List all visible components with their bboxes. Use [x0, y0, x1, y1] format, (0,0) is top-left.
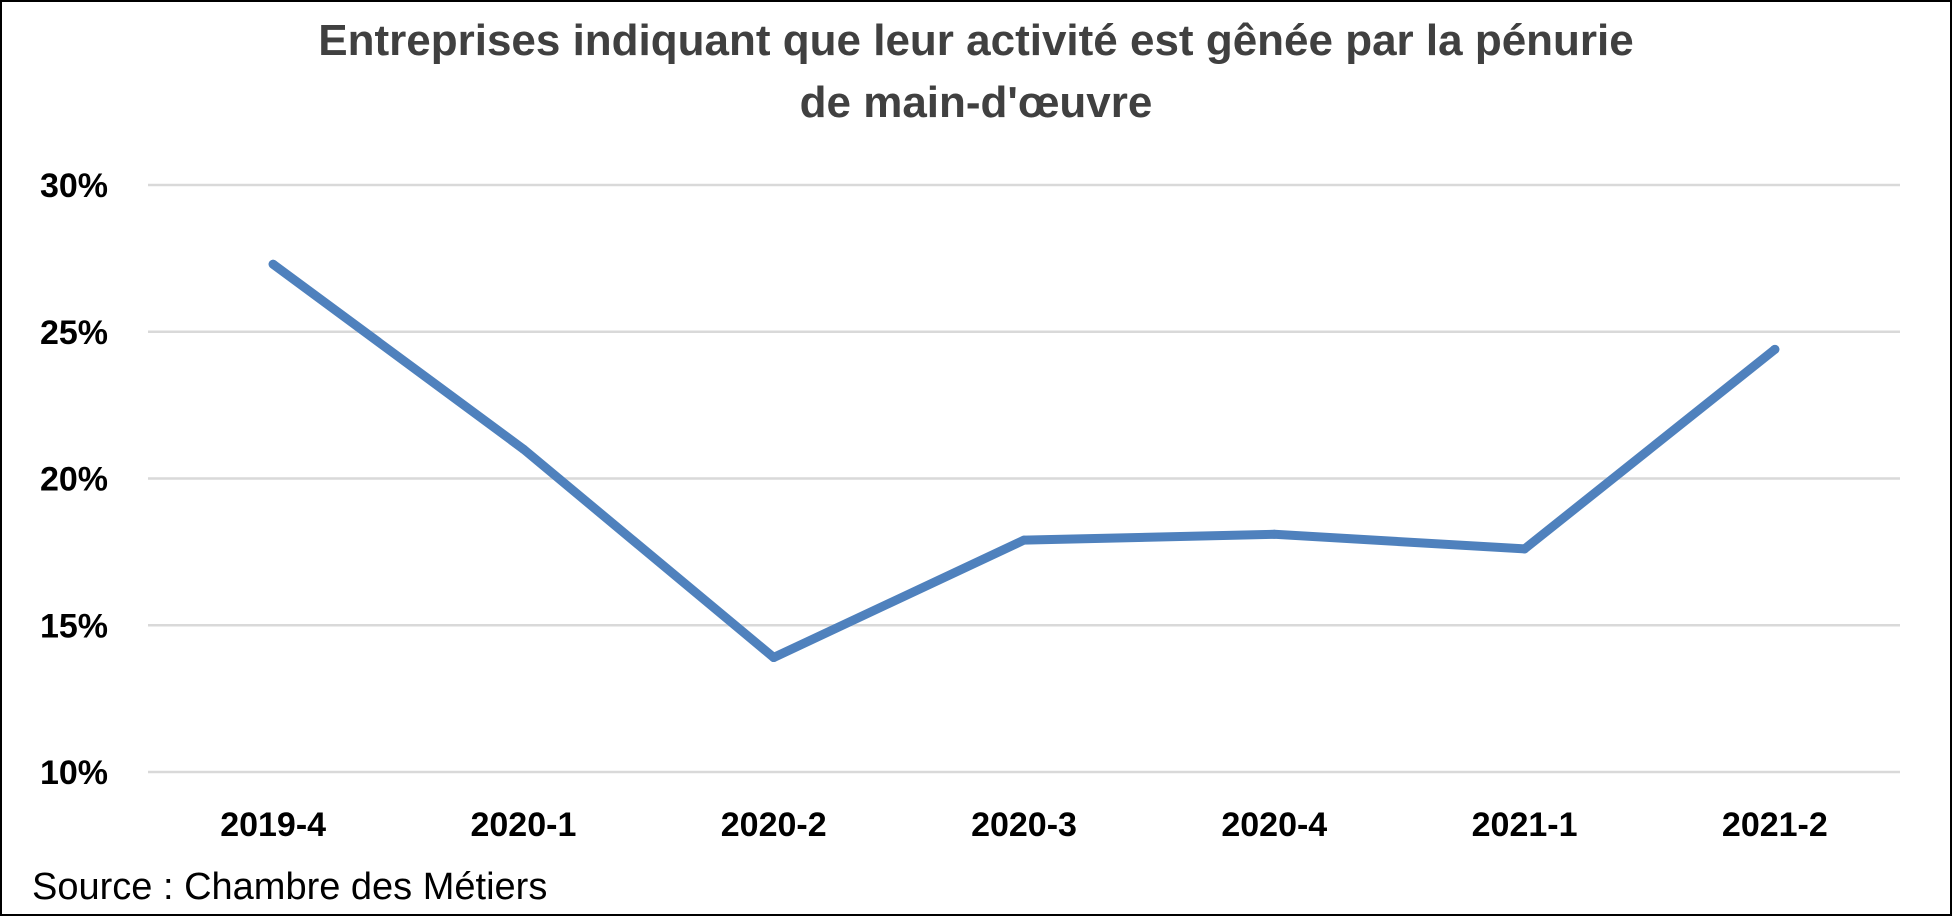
- data-point: [1019, 535, 1029, 545]
- x-tick-label: 2020-4: [1221, 806, 1327, 844]
- x-axis-tick-labels: 2019-4 2020-1 2020-2 2020-3 2020-4 2021-1 2021…: [220, 806, 1828, 844]
- x-tick-label: 2021-1: [1472, 806, 1578, 844]
- data-point: [1269, 529, 1279, 539]
- y-tick-label: 25%: [40, 314, 108, 352]
- chart-title-line-1: Entreprises indiquant que leur activité …: [318, 16, 1634, 65]
- x-tick-label: 2020-2: [721, 806, 827, 844]
- gridlines: [148, 183, 1900, 774]
- data-point: [769, 653, 779, 663]
- data-point: [1770, 344, 1780, 354]
- series-line: [268, 259, 1780, 662]
- x-tick-label: 2020-3: [971, 806, 1077, 844]
- y-tick-label: 15%: [40, 607, 108, 645]
- chart-title-line-2: de main-d'œuvre: [799, 78, 1153, 127]
- chart-title: Entreprises indiquant que leur activité …: [0, 10, 1952, 134]
- y-tick-label: 10%: [40, 754, 108, 792]
- x-tick-label: 2020-1: [470, 806, 576, 844]
- y-tick-label: 30%: [40, 167, 108, 205]
- x-tick-label: 2021-2: [1722, 806, 1828, 844]
- x-tick-label: 2019-4: [220, 806, 326, 844]
- y-axis-tick-labels: 10% 15% 20% 25% 30%: [40, 167, 108, 792]
- data-point: [1520, 544, 1530, 554]
- series-layer: [268, 259, 1780, 663]
- source-note: Source : Chambre des Métiers: [32, 866, 548, 908]
- data-point: [268, 259, 278, 269]
- data-point: [518, 444, 528, 454]
- y-tick-label: 20%: [40, 461, 108, 499]
